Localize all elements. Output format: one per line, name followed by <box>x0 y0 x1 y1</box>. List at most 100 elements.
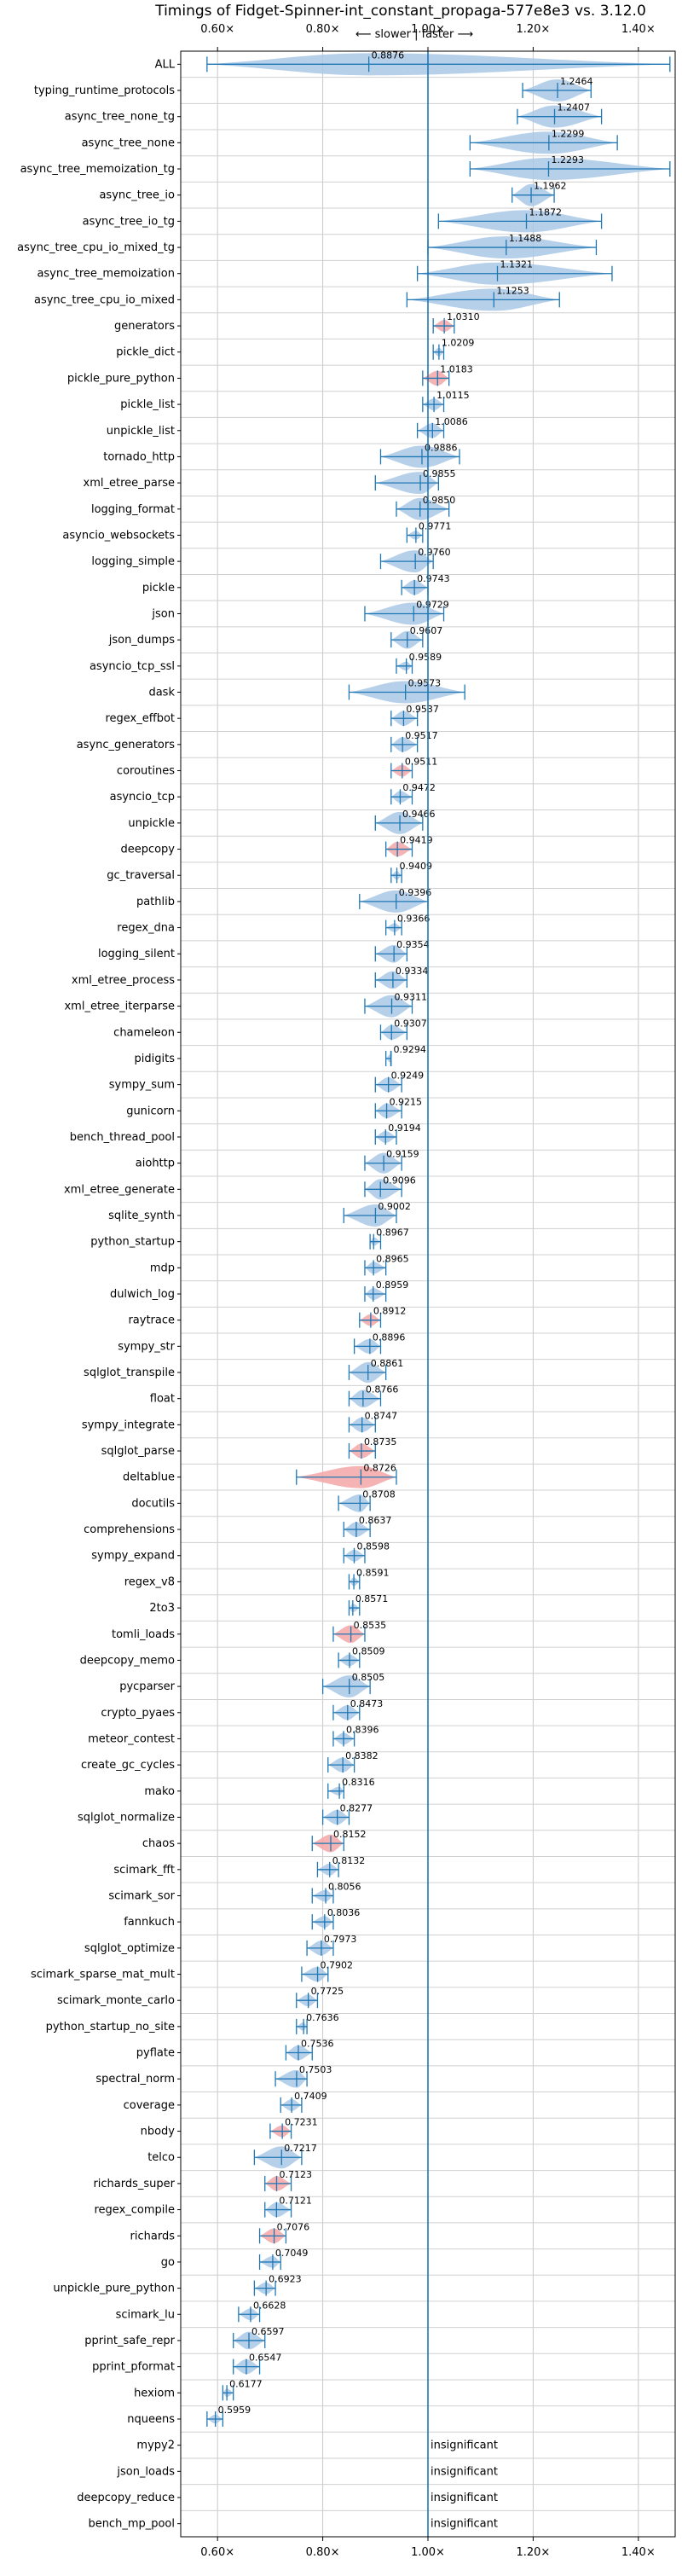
benchmark-row: async_generators 0.9517 <box>77 730 438 752</box>
value-label: 0.9294 <box>393 1044 426 1055</box>
value-label: 1.2299 <box>552 128 585 139</box>
category-label: pickle_list <box>120 398 175 411</box>
benchmark-row: async_tree_io 1.1962 <box>99 181 567 206</box>
benchmark-row: typing_runtime_protocols 1.2464 <box>34 76 593 102</box>
value-label: 0.8509 <box>352 1645 385 1656</box>
insignificant-label: insignificant <box>431 2440 498 2452</box>
value-label: 0.9194 <box>388 1123 421 1134</box>
category-label: aiohttp <box>136 1157 175 1170</box>
benchmark-row: hexiom 0.6177 <box>134 2378 263 2401</box>
value-label: 1.0209 <box>442 338 475 349</box>
category-label: gc_traversal <box>107 869 175 882</box>
value-label: 0.6923 <box>269 2274 302 2285</box>
value-label: 0.6177 <box>229 2378 263 2389</box>
benchmark-row: scimark_fft 0.8132 <box>113 1855 365 1877</box>
category-label: sympy_expand <box>91 1550 175 1563</box>
benchmark-row: scimark_sparse_mat_mult 0.7902 <box>31 1960 353 1982</box>
value-label: 0.7231 <box>285 2117 318 2128</box>
benchmark-row: deepcopy_reduce insignificant <box>77 2492 498 2504</box>
value-label: 0.9002 <box>378 1201 411 1212</box>
category-label: gunicorn <box>126 1105 175 1117</box>
benchmark-row: bench_thread_pool 0.9194 <box>70 1123 421 1145</box>
benchmark-row: sqlglot_optimize 0.7973 <box>84 1934 356 1956</box>
value-label: 0.5959 <box>218 2405 251 2416</box>
category-label: scimark_monte_carlo <box>57 1994 175 2007</box>
value-label: 0.6628 <box>253 2300 286 2311</box>
benchmark-row: scimark_lu 0.6628 <box>116 2300 286 2323</box>
value-label: 0.9466 <box>402 809 436 820</box>
category-label: mako <box>144 1785 175 1798</box>
value-label: 0.8598 <box>356 1541 390 1552</box>
category-label: async_tree_io_tg <box>83 215 175 228</box>
category-label: async_tree_none_tg <box>65 111 175 124</box>
category-label: pycparser <box>119 1680 175 1693</box>
benchmark-row: generators 1.0310 <box>114 311 480 334</box>
benchmark-row: xml_etree_parse 0.9855 <box>84 468 456 495</box>
value-label: 0.9729 <box>416 599 448 610</box>
value-label: 0.8396 <box>346 1724 379 1735</box>
category-label: meteor_contest <box>88 1732 175 1745</box>
category-label: 2to3 <box>149 1602 175 1615</box>
benchmark-row: gunicorn 0.9215 <box>126 1096 422 1119</box>
value-label: 0.9366 <box>397 914 431 925</box>
benchmark-row: json_loads insignificant <box>116 2465 498 2478</box>
benchmark-row: sympy_sum 0.9249 <box>109 1070 424 1093</box>
value-label: 0.9517 <box>405 730 438 741</box>
value-label: 1.1872 <box>529 206 563 218</box>
top-tick-label: 1.40× <box>621 23 656 36</box>
value-label: 0.9855 <box>423 468 456 479</box>
plot-rows: ALL 0.8876 typing_runtime_protocols 1.2464 a… <box>17 49 671 2537</box>
category-label: pidigits <box>135 1053 176 1065</box>
insignificant-label: insignificant <box>431 2518 498 2531</box>
category-label: async_tree_none <box>82 136 175 149</box>
category-label: unpickle_pure_python <box>53 2283 175 2295</box>
category-label: dask <box>148 687 175 699</box>
benchmark-row: asyncio_tcp_ssl 0.9589 <box>90 652 442 674</box>
category-label: json_loads <box>116 2465 175 2478</box>
category-label: async_tree_cpu_io_mixed_tg <box>17 241 175 254</box>
benchmark-row: async_tree_io_tg 1.1872 <box>83 206 603 233</box>
value-label: 1.0086 <box>435 416 468 427</box>
category-label: async_tree_io <box>99 189 175 202</box>
value-label: 0.8959 <box>376 1279 409 1291</box>
category-label: async_generators <box>77 739 176 751</box>
value-label: 0.7503 <box>299 2064 332 2075</box>
benchmark-row: xml_etree_process 0.9334 <box>72 966 428 989</box>
benchmark-row: meteor_contest 0.8396 <box>88 1724 379 1747</box>
top-tick-label: 1.20× <box>516 23 550 36</box>
category-label: xml_etree_generate <box>64 1183 175 1196</box>
category-label: richards_super <box>93 2178 175 2190</box>
benchmark-row: mypy2 insignificant <box>136 2440 498 2452</box>
category-label: chameleon <box>113 1026 175 1039</box>
benchmark-row: mdp 0.8965 <box>150 1253 409 1276</box>
category-label: async_tree_memoization_tg <box>20 163 175 176</box>
value-label: 0.8861 <box>371 1358 404 1369</box>
category-label: chaos <box>142 1837 175 1850</box>
category-label: create_gc_cycles <box>81 1759 175 1772</box>
value-label: 0.8036 <box>327 1907 361 1918</box>
category-label: pickle_dict <box>116 346 175 359</box>
benchmark-row: python_startup_no_site 0.7636 <box>46 2012 339 2034</box>
value-label: 0.8056 <box>328 1881 361 1892</box>
benchmark-row: sympy_str 0.8896 <box>118 1332 406 1355</box>
value-label: 0.8473 <box>350 1698 384 1709</box>
value-label: 0.8766 <box>366 1384 399 1395</box>
value-label: 0.7409 <box>294 2091 327 2102</box>
category-label: regex_effbot <box>105 712 175 725</box>
category-label: deepcopy_memo <box>80 1654 175 1667</box>
value-label: 0.8382 <box>345 1750 379 1761</box>
value-label: 0.8967 <box>376 1227 409 1239</box>
value-label: 0.9159 <box>386 1149 419 1160</box>
benchmark-row: async_tree_cpu_io_mixed_tg 1.1488 <box>17 233 598 259</box>
value-label: 0.8965 <box>376 1253 409 1264</box>
category-label: telco <box>147 2151 175 2164</box>
benchmark-row: sqlite_synth 0.9002 <box>108 1201 411 1227</box>
benchmark-row: regex_compile 0.7121 <box>94 2196 312 2218</box>
bottom-tick-label: 1.00× <box>411 2546 445 2559</box>
value-label: 0.6547 <box>249 2353 282 2364</box>
benchmark-row: create_gc_cycles 0.8382 <box>81 1750 379 1773</box>
benchmark-row: pprint_pformat 0.6547 <box>92 2353 281 2375</box>
value-label: 0.8132 <box>332 1855 366 1866</box>
bottom-tick-label: 0.60× <box>200 2546 234 2559</box>
value-label: 0.8896 <box>373 1332 406 1343</box>
